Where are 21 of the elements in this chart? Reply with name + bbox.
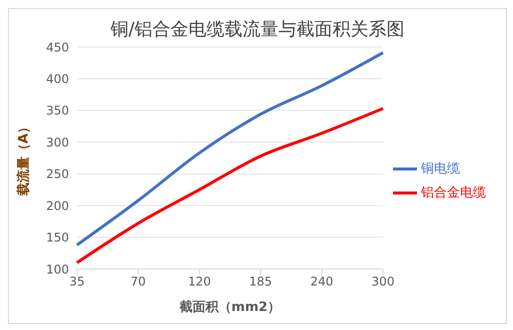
x-axis-title: 截面积（mm2）	[178, 300, 281, 315]
y-tick-label: 450	[46, 40, 69, 54]
y-tick-label: 350	[46, 104, 69, 118]
y-tick-label: 300	[46, 135, 69, 150]
legend-label: 铜电缆	[421, 162, 460, 177]
legend-label: 铝合金电缆	[421, 186, 486, 201]
x-tick-label: 35	[69, 274, 85, 289]
y-tick-label: 400	[46, 72, 69, 86]
x-tick-label: 300	[372, 274, 394, 289]
line-series	[76, 107, 384, 264]
x-tick-label: 240	[310, 274, 334, 289]
chart-title: 铜/铝合金电缆载流量与截面积关系图	[109, 18, 406, 41]
y-tick-label: 200	[46, 198, 69, 213]
x-tick-label: 185	[249, 274, 272, 289]
y-tick-label: 150	[46, 230, 69, 245]
y-tick-label: 250	[46, 167, 69, 182]
line-series	[76, 51, 384, 246]
y-axis-title: 载流量（A）	[16, 120, 32, 197]
y-tick-label: 100	[46, 262, 69, 276]
x-tick-label: 120	[188, 274, 211, 289]
x-tick-label: 70	[130, 274, 146, 289]
